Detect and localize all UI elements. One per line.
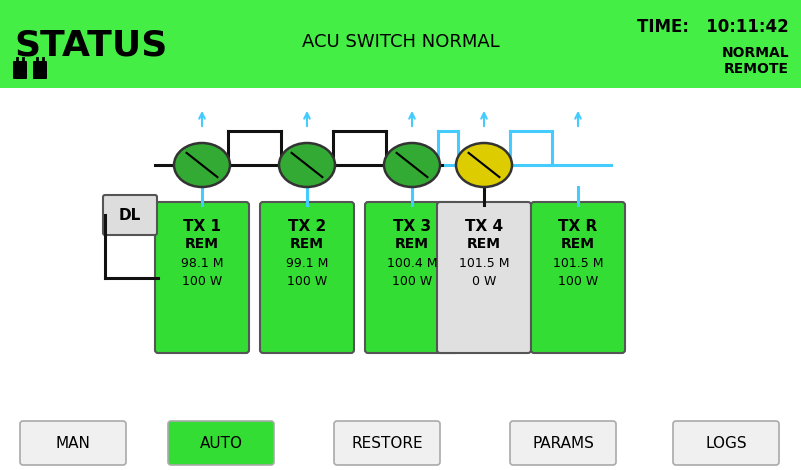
Text: TIME:   10:11:42: TIME: 10:11:42 <box>638 18 789 36</box>
Text: TX 3: TX 3 <box>393 219 431 234</box>
Text: PARAMS: PARAMS <box>532 436 594 451</box>
FancyBboxPatch shape <box>33 61 47 79</box>
Text: REM: REM <box>185 237 219 251</box>
Ellipse shape <box>279 143 335 187</box>
Text: 100.4 M: 100.4 M <box>387 257 437 270</box>
FancyBboxPatch shape <box>155 202 249 353</box>
Text: 101.5 M: 101.5 M <box>553 257 603 270</box>
FancyBboxPatch shape <box>365 202 459 353</box>
FancyBboxPatch shape <box>673 421 779 465</box>
Text: 100 W: 100 W <box>392 275 432 288</box>
Text: DL: DL <box>119 207 141 222</box>
Text: 101.5 M: 101.5 M <box>459 257 509 270</box>
Text: TX R: TX R <box>558 219 598 234</box>
Text: ACU SWITCH NORMAL: ACU SWITCH NORMAL <box>302 33 499 51</box>
Ellipse shape <box>174 143 230 187</box>
FancyBboxPatch shape <box>334 421 440 465</box>
FancyBboxPatch shape <box>531 202 625 353</box>
Text: TX 4: TX 4 <box>465 219 503 234</box>
Text: REM: REM <box>290 237 324 251</box>
Text: 98.1 M: 98.1 M <box>181 257 223 270</box>
FancyBboxPatch shape <box>260 202 354 353</box>
Text: RESTORE: RESTORE <box>351 436 423 451</box>
Text: STATUS: STATUS <box>14 28 167 62</box>
Text: LOGS: LOGS <box>705 436 747 451</box>
Ellipse shape <box>456 143 512 187</box>
Text: 100 W: 100 W <box>557 275 598 288</box>
FancyBboxPatch shape <box>103 195 157 235</box>
Text: 99.1 M: 99.1 M <box>286 257 328 270</box>
FancyBboxPatch shape <box>510 421 616 465</box>
Text: 0 W: 0 W <box>472 275 496 288</box>
Text: REMOTE: REMOTE <box>724 62 789 76</box>
FancyBboxPatch shape <box>168 421 274 465</box>
Text: 100 W: 100 W <box>182 275 222 288</box>
FancyBboxPatch shape <box>20 421 126 465</box>
Text: MAN: MAN <box>55 436 91 451</box>
Ellipse shape <box>384 143 440 187</box>
FancyBboxPatch shape <box>437 202 531 353</box>
Text: TX 1: TX 1 <box>183 219 221 234</box>
Text: REM: REM <box>467 237 501 251</box>
Text: REM: REM <box>395 237 429 251</box>
Text: NORMAL: NORMAL <box>722 46 789 60</box>
FancyBboxPatch shape <box>0 0 801 88</box>
FancyBboxPatch shape <box>13 61 27 79</box>
Text: 100 W: 100 W <box>287 275 327 288</box>
Text: AUTO: AUTO <box>199 436 243 451</box>
Text: TX 2: TX 2 <box>288 219 326 234</box>
Text: REM: REM <box>561 237 595 251</box>
